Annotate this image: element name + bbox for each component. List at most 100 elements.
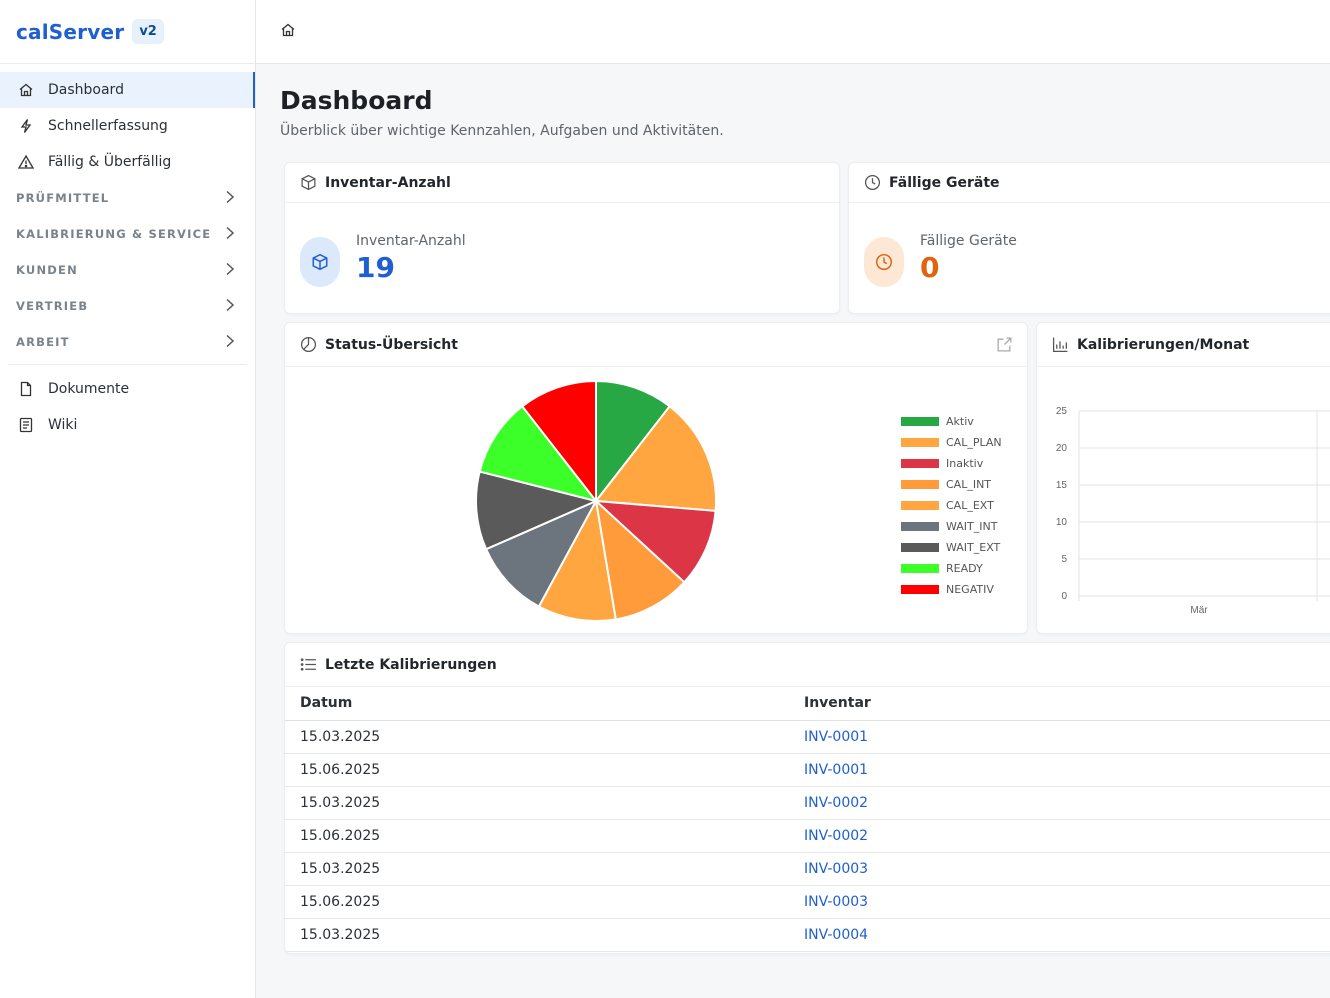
sidebar-item-label: Dokumente [48, 381, 130, 397]
book-icon [18, 417, 34, 433]
date-cell: 15.06.2025 [285, 885, 804, 919]
table-row[interactable]: 15.06.2025 INV-0001 [285, 753, 1330, 787]
pie-slice[interactable] [594, 404, 717, 512]
inventory-link[interactable]: INV-0003 [804, 852, 1330, 886]
status-overview-card: Status-Übersicht Aktiv CAL_PLAN Inaktiv CAL… [284, 322, 1028, 634]
card-title: Kalibrierungen/Monat [1077, 336, 1250, 353]
chevron-right-icon [225, 262, 235, 279]
stat-label: Fällige Geräte [920, 233, 1017, 249]
y-tick-label: 0 [1061, 591, 1067, 602]
legend-label: WAIT_EXT [946, 541, 1001, 554]
page-subtitle: Überblick über wichtige Kennzahlen, Aufg… [280, 123, 724, 139]
sidebar-section-arbeit[interactable]: ARBEIT [0, 324, 255, 360]
chevron-right-icon [225, 334, 235, 351]
legend-label: CAL_EXT [946, 499, 994, 512]
page-title: Dashboard [280, 86, 433, 115]
inventory-count: 19 [356, 251, 395, 284]
legend-label: CAL_PLAN [946, 436, 1002, 449]
legend-item[interactable]: CAL_EXT [901, 495, 1002, 516]
legend-swatch [901, 522, 939, 531]
inventory-link[interactable]: INV-0003 [804, 885, 1330, 919]
inventory-link[interactable]: INV-0001 [804, 753, 1330, 787]
section-label: KUNDEN [16, 263, 78, 277]
legend-swatch [901, 480, 939, 489]
pie-slice[interactable] [537, 497, 617, 622]
card-header: Fällige Geräte [849, 163, 1330, 203]
pie-slice[interactable] [593, 499, 717, 584]
box-icon [300, 174, 317, 191]
due-devices-card: Fällige Geräte Fällige Geräte 0 [848, 162, 1330, 314]
y-tick-label: 20 [1056, 443, 1068, 454]
inventory-link[interactable]: INV-0001 [804, 720, 1330, 754]
date-cell: 15.06.2025 [285, 819, 804, 853]
table-row[interactable]: 15.06.2025 INV-0003 [285, 885, 1330, 919]
external-link-icon[interactable] [996, 336, 1013, 357]
document-icon [18, 381, 34, 397]
inventory-card: Inventar-Anzahl Inventar-Anzahl 19 [284, 162, 840, 314]
pie-slice[interactable] [594, 498, 686, 621]
sidebar-item-label: Wiki [48, 417, 78, 433]
legend-item[interactable]: CAL_PLAN [901, 432, 1002, 453]
date-cell: 15.03.2025 [285, 720, 804, 754]
inventory-link[interactable]: INV-0002 [804, 819, 1330, 853]
monthly-bar-chart: 0 5 10 15 20 25 Mär [1056, 406, 1330, 616]
sidebar-section-vertrieb[interactable]: VERTRIEB [0, 288, 255, 324]
sidebar-item-wiki[interactable]: Wiki [0, 407, 255, 443]
sidebar-nav: Dashboard Schnellerfassung Fällig & Über… [0, 64, 255, 443]
column-header-datum[interactable]: Datum [285, 687, 804, 721]
legend-item[interactable]: READY [901, 558, 1002, 579]
legend-swatch [901, 417, 939, 426]
stat-label: Inventar-Anzahl [356, 233, 466, 249]
sidebar-section-pruefmittel[interactable]: PRÜFMITTEL [0, 180, 255, 216]
pie-slice[interactable] [520, 379, 597, 504]
table-row[interactable]: 15.03.2025 INV-0001 [285, 720, 1330, 754]
due-count: 0 [920, 251, 940, 284]
section-label: PRÜFMITTEL [16, 191, 110, 205]
legend-item[interactable]: Inaktiv [901, 453, 1002, 474]
legend-label: READY [946, 562, 983, 575]
y-tick-label: 5 [1061, 554, 1067, 565]
legend-item[interactable]: WAIT_EXT [901, 537, 1002, 558]
clock-icon [864, 174, 881, 191]
legend-item[interactable]: NEGATIV [901, 579, 1002, 600]
legend-item[interactable]: WAIT_INT [901, 516, 1002, 537]
pie-slice[interactable] [478, 404, 599, 503]
card-header: Inventar-Anzahl [285, 163, 839, 203]
inventory-link[interactable]: INV-0002 [804, 786, 1330, 820]
section-label: ARBEIT [16, 335, 70, 349]
due-stat: Fällige Geräte 0 [864, 233, 1017, 287]
sidebar-item-dashboard[interactable]: Dashboard [0, 72, 255, 108]
home-icon[interactable] [280, 22, 296, 42]
legend-item[interactable]: Aktiv [901, 411, 1002, 432]
top-bar [256, 0, 1330, 64]
legend-swatch [901, 585, 939, 594]
sidebar-item-faellig[interactable]: Fällig & Überfällig [0, 144, 255, 180]
home-icon [18, 82, 34, 98]
table-row[interactable]: 15.03.2025 INV-0004 [285, 918, 1330, 952]
sidebar-item-label: Schnellerfassung [48, 118, 168, 134]
y-tick-label: 15 [1056, 480, 1068, 491]
bar-chart-icon [1052, 336, 1069, 353]
sidebar-section-kunden[interactable]: KUNDEN [0, 252, 255, 288]
legend-item[interactable]: CAL_INT [901, 474, 1002, 495]
chart-legend: Aktiv CAL_PLAN Inaktiv CAL_INT CAL_EXT WAIT_I… [901, 411, 1002, 600]
pie-slice[interactable] [595, 379, 672, 504]
sidebar-section-kalibrierung[interactable]: KALIBRIERUNG & SERVICE [0, 216, 255, 252]
lightning-icon [18, 118, 34, 134]
inventory-link[interactable]: INV-0004 [804, 918, 1330, 952]
brand[interactable]: calServer v2 [0, 0, 255, 64]
table-row[interactable]: 15.03.2025 INV-0003 [285, 852, 1330, 886]
brand-name: calServer [16, 19, 125, 44]
pie-slice[interactable] [475, 470, 600, 551]
sidebar-item-dokumente[interactable]: Dokumente [0, 371, 255, 407]
sidebar-item-label: Fällig & Überfällig [48, 154, 172, 170]
table-row[interactable]: 15.06.2025 INV-0002 [285, 819, 1330, 853]
version-badge: v2 [132, 19, 164, 44]
pie-slice[interactable] [484, 498, 599, 608]
date-cell: 15.03.2025 [285, 852, 804, 886]
column-header-inventar[interactable]: Inventar [804, 687, 1330, 721]
table-row[interactable]: 15.03.2025 INV-0002 [285, 786, 1330, 820]
y-tick-label: 10 [1056, 517, 1068, 528]
sidebar-item-schnellerfassung[interactable]: Schnellerfassung [0, 108, 255, 144]
card-header: Letzte Kalibrierungen [285, 643, 1330, 687]
